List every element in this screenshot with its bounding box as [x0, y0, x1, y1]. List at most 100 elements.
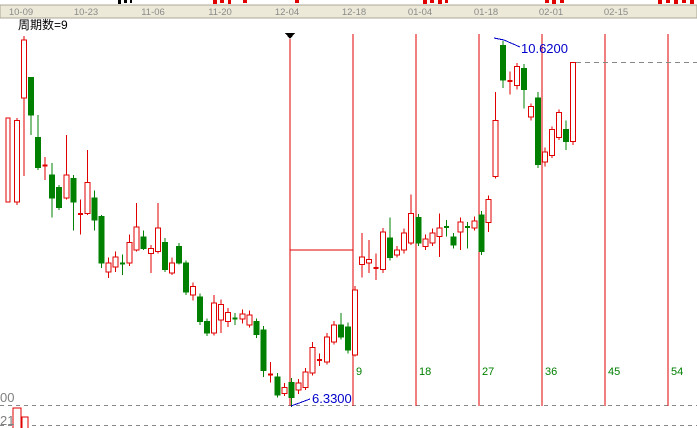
cycle-count-label: 54: [671, 366, 683, 378]
cycle-count-label: 45: [608, 366, 620, 378]
date-tick-label: 02-15: [604, 7, 628, 18]
candle-body-up: [408, 212, 415, 244]
candle-body-down: [161, 241, 168, 271]
upper-pane-bar-tip: [690, 0, 694, 4]
candle-body-up: [154, 227, 161, 253]
low-annotation-leader: [290, 398, 311, 407]
upper-pane-bar-tip: [430, 0, 434, 3]
date-tick-label: 10-09: [9, 7, 33, 18]
date-tick-label: 01-04: [408, 7, 432, 18]
upper-pane-bar-tip: [243, 0, 247, 3]
date-tick-label: 02-01: [539, 7, 563, 18]
candle-body-up: [218, 304, 225, 321]
upper-pane-bar-tip: [445, 0, 448, 3]
candle-body-up: [436, 227, 443, 237]
candle-body-down: [91, 197, 98, 221]
candle-body-down: [478, 214, 485, 253]
candle-body-down: [56, 187, 63, 208]
candle-body-up: [302, 371, 309, 388]
lower-pane-price-label-1: 00: [0, 390, 14, 405]
candle-body-down: [35, 136, 42, 168]
candle-body-down: [415, 217, 422, 244]
candle-body-down: [499, 44, 506, 81]
clipped-candle: [5, 117, 11, 203]
candle-body-up: [14, 119, 20, 203]
candle-body-up: [549, 129, 556, 156]
candle-body-down: [520, 67, 527, 91]
high-price-annotation: 10.6200: [521, 41, 568, 56]
candle-body-up: [281, 386, 288, 394]
upper-pane-bar-tip: [130, 0, 132, 3]
candle-body-up: [556, 112, 563, 138]
upper-pane-bar-tip: [423, 0, 427, 4]
candle-body-down: [450, 236, 457, 246]
date-tick-label: 11-06: [141, 7, 165, 18]
candle-body-up: [211, 302, 218, 334]
candle-body-up: [485, 199, 492, 224]
upper-pane-bar-tip: [213, 0, 217, 4]
candles-group: [5, 35, 577, 407]
candle-body-up: [401, 232, 408, 251]
lower-pane-price-label-2: 21: [0, 413, 14, 428]
candle-body-up: [358, 256, 365, 266]
upper-pane-bar-tip: [545, 0, 549, 3]
candle-body-up: [190, 286, 196, 296]
candle-body-down: [197, 296, 204, 323]
low-price-annotation: 6.3300: [312, 391, 352, 406]
candle-body-up: [246, 314, 253, 326]
date-tick-label: 11-20: [208, 7, 232, 18]
upper-pane-sliver: [118, 0, 694, 4]
date-tick-label: 10-23: [74, 7, 98, 18]
candle-body-down: [204, 321, 211, 334]
candle-body-up: [63, 174, 70, 199]
candle-body-up: [570, 61, 577, 143]
upper-pane-bar-tip: [438, 0, 442, 4]
upper-pane-bar-tip: [658, 0, 662, 4]
date-tick-label: 12-18: [342, 7, 366, 18]
candle-body-down: [387, 237, 394, 259]
high-annotation-leader: [493, 37, 521, 48]
candle-body-down: [563, 129, 570, 143]
candle-body-up: [492, 119, 499, 178]
candle-body-down: [260, 329, 267, 371]
candle-body-up: [133, 226, 140, 251]
cycle-count-label: 36: [545, 366, 557, 378]
indicator-period-label: 周期数=9: [18, 17, 68, 32]
date-axis-labels: 10-09 10-23 11-06 11-20 12-04 12-18 01-04 01-18…: [9, 7, 628, 18]
candle-body-up: [429, 232, 436, 244]
candle-body-up: [457, 221, 464, 233]
candle-body-up: [21, 39, 28, 99]
annotation-leaders: [290, 37, 521, 407]
lower-pane-partial-candle: [21, 416, 29, 428]
candle-body-up: [147, 247, 154, 254]
lower-pane-partial: [0, 405, 697, 428]
candle-body-down: [337, 324, 344, 338]
upper-pane-bar-tip: [220, 0, 224, 3]
candle-body-up: [239, 313, 246, 320]
upper-pane-bar-tip: [682, 0, 686, 3]
candle-body-up: [380, 231, 387, 271]
candle-body-up: [84, 182, 91, 214]
candle-body-up: [394, 249, 401, 256]
cycle-start-triangle-marker: [285, 33, 295, 39]
candle-body-up: [422, 238, 429, 248]
candle-body-up: [542, 151, 548, 163]
upper-pane-bar-tip: [124, 0, 127, 3]
candle-body-down: [28, 77, 35, 116]
candle-body-down: [288, 381, 295, 399]
candle-body-up: [330, 324, 337, 343]
candle-body-up: [527, 106, 534, 118]
candle-body-up: [309, 346, 316, 374]
candle-body-up: [126, 241, 133, 264]
candle-body-up: [225, 311, 232, 323]
candle-body-up: [471, 220, 478, 229]
candle-body-up: [112, 256, 119, 268]
upper-pane-bar-tip: [228, 0, 231, 4]
upper-pane-bar-tip: [295, 0, 299, 3]
date-tick-label: 12-04: [275, 7, 299, 18]
cycle-count-label: 18: [419, 366, 431, 378]
candle-body-down: [98, 216, 105, 264]
candle-body-down: [70, 177, 77, 203]
